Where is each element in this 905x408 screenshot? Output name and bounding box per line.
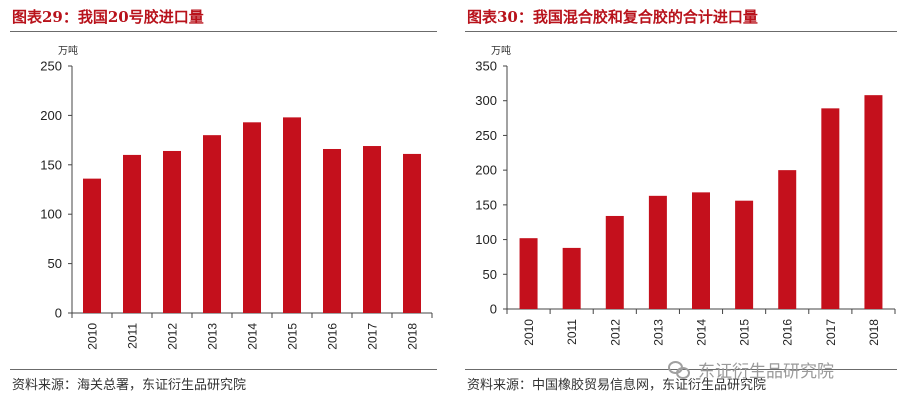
y-tick-label: 0 <box>55 306 62 321</box>
bar <box>864 95 883 309</box>
watermark: 东证衍生品研究院 <box>668 355 834 383</box>
x-tick-label: 2011 <box>565 319 579 345</box>
bar <box>283 117 301 313</box>
y-tick-label: 250 <box>40 59 62 74</box>
bar <box>363 146 381 313</box>
y-tick-label: 100 <box>475 232 497 247</box>
bar <box>123 154 141 313</box>
bar <box>519 238 538 309</box>
bar <box>692 192 710 309</box>
source-note: 资料来源：海关总署，东证衍生品研究院 <box>12 378 247 393</box>
x-tick-label: 2012 <box>608 319 622 346</box>
bar <box>735 200 754 309</box>
unit-label: 万吨 <box>58 44 78 57</box>
x-tick-label: 2013 <box>206 323 220 350</box>
y-tick-label: 150 <box>475 197 497 212</box>
bar <box>605 215 624 309</box>
x-tick-label: 2017 <box>824 319 838 346</box>
x-tick-label: 2014 <box>695 319 709 346</box>
bar <box>778 170 797 309</box>
source-note: 资料来源：中国橡胶贸易信息网，东证衍生品研究院 <box>467 378 767 393</box>
bar <box>821 108 840 309</box>
wechat-icon <box>668 360 690 379</box>
x-tick-label: 2016 <box>326 323 340 350</box>
bar-chart-right: 万吨 0 50 100 150 200 250 300 350 2010 2011 2012 2013 2… <box>475 44 896 346</box>
x-tick-label: 2018 <box>867 319 881 346</box>
x-tick-label: 2010 <box>86 323 100 350</box>
x-tick-label: 2010 <box>522 319 536 346</box>
x-tick-label: 2014 <box>246 323 260 350</box>
bar <box>163 150 181 313</box>
y-tick-label: 200 <box>475 163 497 178</box>
x-tick-label: 2011 <box>126 323 140 349</box>
y-tick-label: 0 <box>490 302 497 317</box>
bar <box>243 122 261 313</box>
watermark-text: 东证衍生品研究院 <box>698 361 834 382</box>
y-tick-label: 150 <box>40 157 62 172</box>
source-rule <box>10 369 437 370</box>
bar-chart-left: 万吨 0 50 100 150 200 250 2010 2011 2012 2013 2014 201… <box>40 44 433 350</box>
bar <box>83 178 101 313</box>
y-tick-label: 200 <box>40 108 62 123</box>
y-tick-label: 350 <box>475 59 497 74</box>
bar <box>203 135 221 313</box>
x-tick-label: 2015 <box>738 319 752 346</box>
bar <box>562 247 581 309</box>
y-tick-label: 100 <box>40 207 62 222</box>
y-tick-label: 250 <box>475 128 497 143</box>
bar <box>323 148 341 313</box>
title-rule <box>465 31 897 32</box>
figure-title: 图表30：我国混合胶和复合胶的合计进口量 <box>467 8 758 26</box>
figure-title: 图表29：我国20号胶进口量 <box>12 8 204 26</box>
figure-29-panel: 图表29：我国20号胶进口量 万吨 0 50 100 150 200 250 2010 2011… <box>0 0 445 408</box>
x-tick-label: 2017 <box>366 323 380 350</box>
x-tick-label: 2016 <box>781 319 795 346</box>
figure-30-panel: 图表30：我国混合胶和复合胶的合计进口量 万吨 0 50 100 150 200 250 30… <box>455 0 905 408</box>
bar <box>403 153 421 313</box>
title-rule <box>10 31 437 32</box>
bar <box>648 195 667 309</box>
y-tick-label: 50 <box>483 267 497 282</box>
x-tick-label: 2015 <box>286 323 300 350</box>
y-tick-label: 50 <box>48 256 62 271</box>
x-tick-label: 2013 <box>651 319 665 346</box>
x-tick-label: 2012 <box>166 323 180 350</box>
unit-label: 万吨 <box>491 44 511 57</box>
x-tick-label: 2018 <box>406 323 420 350</box>
y-tick-label: 300 <box>475 93 497 108</box>
